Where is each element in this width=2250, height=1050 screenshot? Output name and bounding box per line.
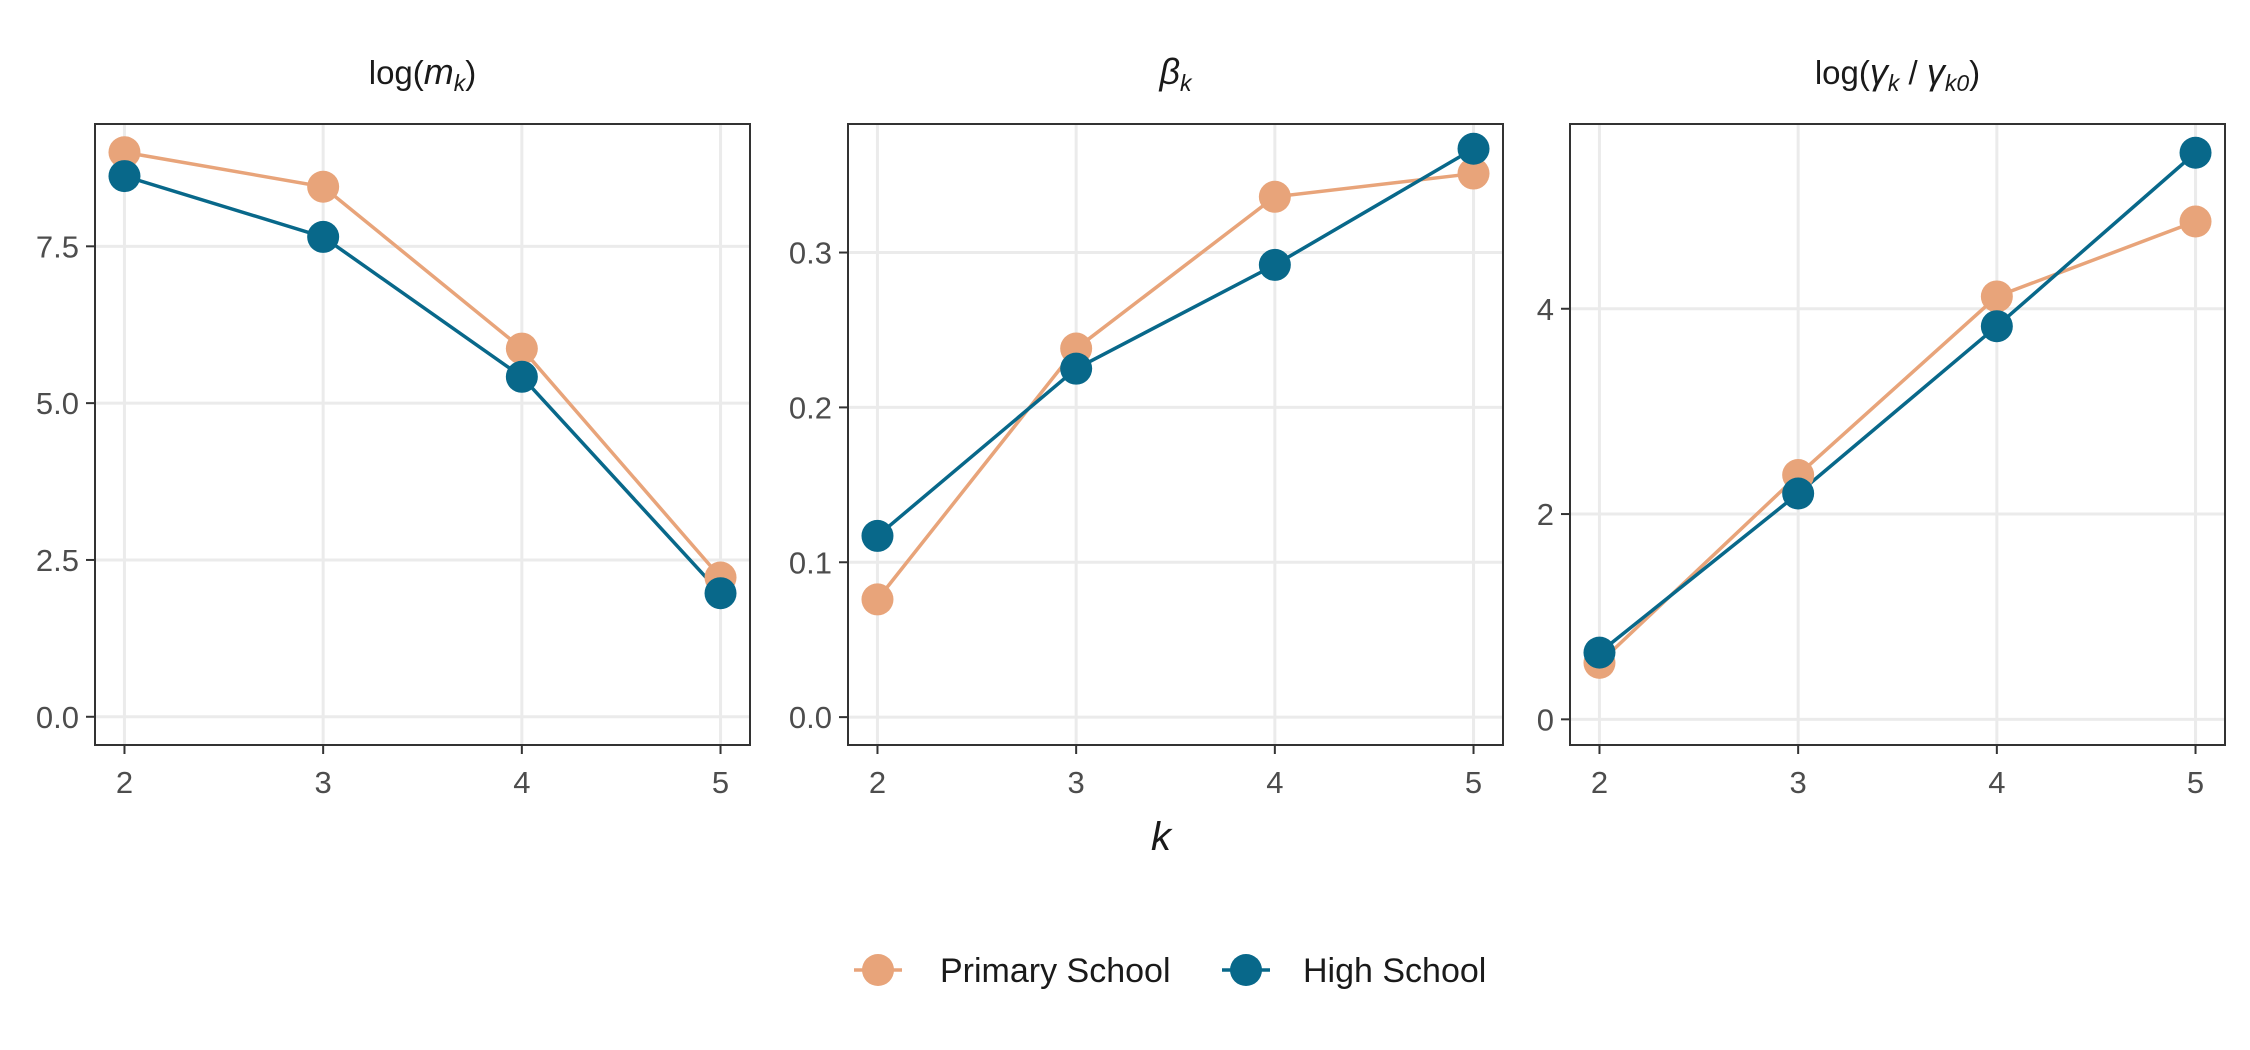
legend-label: High School bbox=[1303, 952, 1486, 990]
data-point-primary-school bbox=[2180, 206, 2212, 238]
data-point-high-school bbox=[307, 221, 339, 253]
panel-3: 2 3 4 5 0 2 4 log(γk / γk0) bbox=[1537, 51, 2225, 800]
y-tick-label: 0.2 bbox=[789, 390, 832, 425]
data-point-primary-school bbox=[1981, 280, 2013, 312]
x-tick-label: 2 bbox=[1591, 765, 1608, 800]
legend-marker bbox=[1230, 954, 1262, 986]
y-tick-label: 5.0 bbox=[36, 386, 79, 421]
panel-1: 2 3 4 5 0.0 2.5 5.0 7.5 log(mk) bbox=[36, 51, 750, 800]
y-tick-label: 2.5 bbox=[36, 543, 79, 578]
panel-border bbox=[95, 124, 750, 745]
data-point-primary-school bbox=[307, 171, 339, 203]
data-point-high-school bbox=[861, 520, 893, 552]
panel-border bbox=[1570, 124, 2225, 745]
series-line-high-school bbox=[877, 149, 1473, 536]
series-line-primary-school bbox=[124, 152, 720, 577]
x-tick-label: 3 bbox=[315, 765, 332, 800]
y-tick-label: 0 bbox=[1537, 702, 1554, 737]
x-tick-label: 4 bbox=[1988, 765, 2005, 800]
panel-2: 2 3 4 5 0.0 0.1 0.2 0.3 βk bbox=[789, 51, 1503, 800]
x-tick-label: 5 bbox=[712, 765, 729, 800]
x-tick-label: 2 bbox=[116, 765, 133, 800]
x-tick-label: 3 bbox=[1068, 765, 1085, 800]
panel-title: log(γk / γk0) bbox=[1815, 51, 1980, 96]
y-tick-label: 4 bbox=[1537, 292, 1554, 327]
series-line-primary-school bbox=[877, 174, 1473, 600]
legend: Primary School High School bbox=[854, 952, 1486, 990]
data-point-high-school bbox=[1060, 353, 1092, 385]
data-point-high-school bbox=[1458, 133, 1490, 165]
data-point-high-school bbox=[1782, 478, 1814, 510]
data-point-high-school bbox=[705, 577, 737, 609]
data-point-primary-school bbox=[506, 333, 538, 365]
panel-title: βk bbox=[1158, 51, 1193, 96]
legend-label: Primary School bbox=[940, 952, 1171, 990]
y-tick-label: 0.0 bbox=[789, 700, 832, 735]
data-point-high-school bbox=[2180, 137, 2212, 169]
series-line-primary-school bbox=[1599, 222, 2195, 663]
x-tick-label: 5 bbox=[1465, 765, 1482, 800]
panel-border bbox=[848, 124, 1503, 745]
x-tick-label: 4 bbox=[1266, 765, 1283, 800]
y-tick-label: 0.0 bbox=[36, 700, 79, 735]
x-tick-label: 4 bbox=[513, 765, 530, 800]
panel-title: log(mk) bbox=[369, 51, 477, 96]
data-point-primary-school bbox=[861, 583, 893, 615]
x-tick-label: 3 bbox=[1790, 765, 1807, 800]
data-point-high-school bbox=[1583, 637, 1615, 669]
y-tick-label: 7.5 bbox=[36, 229, 79, 264]
series-line-high-school bbox=[124, 176, 720, 593]
y-tick-label: 0.3 bbox=[789, 236, 832, 271]
legend-marker bbox=[862, 954, 894, 986]
data-point-high-school bbox=[506, 361, 538, 393]
x-tick-label: 2 bbox=[869, 765, 886, 800]
y-tick-label: 2 bbox=[1537, 497, 1554, 532]
data-point-high-school bbox=[108, 160, 140, 192]
y-tick-label: 0.1 bbox=[789, 545, 832, 580]
x-tick-label: 5 bbox=[2187, 765, 2204, 800]
data-point-high-school bbox=[1259, 249, 1291, 281]
data-point-primary-school bbox=[1259, 181, 1291, 213]
data-point-high-school bbox=[1981, 310, 2013, 342]
x-axis-title: k bbox=[1151, 815, 1173, 859]
